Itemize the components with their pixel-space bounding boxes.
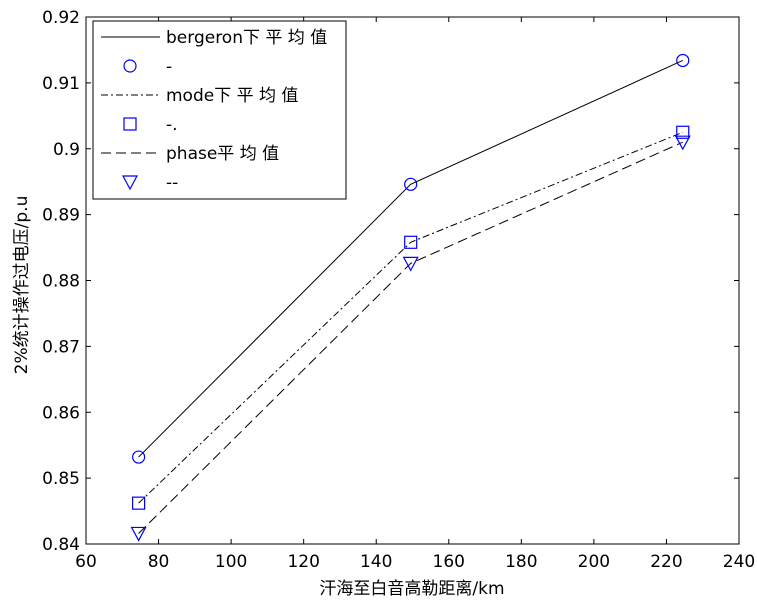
x-tick-label: 180 [505,552,537,572]
series-line-3 [138,141,683,534]
legend-marker-1 [123,59,137,73]
x-tick-label: 220 [650,552,682,572]
series-3-point [130,526,147,542]
x-tick-label: 120 [287,552,319,572]
legend-box [92,20,347,200]
x-tick-label: 80 [148,552,170,572]
series-3-point [402,256,419,272]
series-layer [130,53,691,542]
series-2-point [404,235,418,249]
y-tick-label: 0.87 [42,337,80,357]
x-tick-label: 100 [215,552,247,572]
legend-marker-label-1: - [166,57,172,77]
x-tick-label: 200 [578,552,610,572]
legend-label-1: bergeron下 平 均 值 [166,28,327,48]
series-2-point [676,125,690,139]
y-tick-label: 0.9 [53,140,80,160]
legend-marker-label-3: -- [166,173,178,193]
y-tick-label: 0.88 [42,272,80,292]
x-axis: 60 80 100 120 140 160 180 200 220 240 [75,17,755,572]
y-tick-label: 0.92 [42,8,80,28]
y-tick-label: 0.86 [42,403,80,423]
series-line-1 [138,60,683,458]
y-axis-label: 2%统计操作过电压/p.u [12,196,32,375]
series-1-point [676,53,690,68]
y-tick-label: 0.89 [42,206,80,226]
series-3-point [674,135,691,151]
legend-label-2: mode下 平 均 值 [166,86,298,106]
series-1-point [404,177,418,191]
x-axis-label: 汗海至白音高勒距离/km [319,579,504,599]
legend-marker-2 [123,117,137,131]
x-tick-label: 240 [723,552,755,572]
series-1-point [132,450,146,464]
y-tick-label: 0.85 [42,469,80,489]
x-tick-label: 160 [433,552,465,572]
x-tick-label: 140 [360,552,392,572]
x-tick-label: 60 [75,552,97,572]
y-axis: 0.84 0.85 0.86 0.87 0.88 0.89 0.9 0.91 0.92 [42,8,739,555]
series-2-point [132,496,146,510]
legend-marker-3 [121,175,139,191]
series-line-2 [138,131,683,504]
legend-label-3: phase平 均 值 [166,144,279,164]
y-tick-label: 0.91 [42,74,80,94]
legend: bergeron下 平 均 值 - mode下 平 均 值 -. phase平 均 值 -… [92,20,347,200]
legend-marker-label-2: -. [166,115,178,135]
y-tick-label: 0.84 [42,535,80,555]
